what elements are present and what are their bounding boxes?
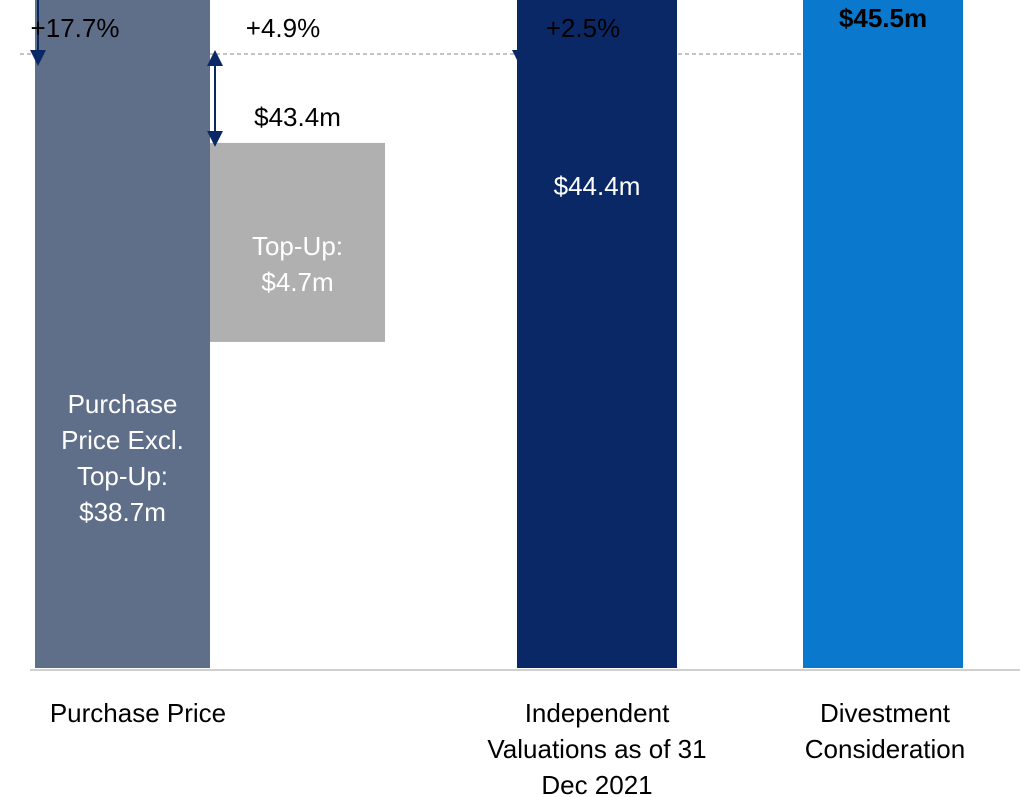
label-text: Divestment Consideration (804, 698, 966, 764)
bar (803, 0, 963, 668)
x-category-label: Purchase Price (13, 695, 263, 731)
change-label: +2.5% (513, 10, 653, 46)
label-text: Top-Up: (251, 231, 344, 261)
change-label: +17.7% (5, 10, 145, 46)
bar (517, 0, 677, 668)
bar-label: Top-Up: $4.7m (215, 228, 380, 300)
label-text: $45.5m (838, 3, 928, 33)
bar-label: Purchase Price Excl. Top-Up: $38.7m (40, 386, 205, 530)
total-label: $43.4m (198, 99, 398, 135)
label-text: Independent Valuations as of 31 Dec 2021 (487, 698, 707, 797)
bar-value-label: $45.5m (783, 0, 983, 36)
label-text: $4.7m (261, 267, 334, 297)
bar (210, 142, 385, 342)
change-label: +4.9% (213, 10, 353, 46)
x-category-label: Independent Valuations as of 31 Dec 2021 (472, 695, 722, 797)
label-text: Purchase Price (49, 698, 227, 728)
bar (35, 0, 210, 669)
label-text: $38.7m (79, 497, 166, 527)
label-text: +4.9% (245, 13, 321, 43)
bar-label: $44.4m (522, 168, 672, 204)
label-text: $44.4m (553, 171, 641, 201)
x-category-label: Divestment Consideration (775, 695, 995, 767)
label-text: +17.7% (30, 13, 120, 43)
label-text: +2.5% (545, 13, 621, 43)
label-text: Purchase Price Excl. Top-Up: (61, 389, 184, 491)
label-text: $43.4m (254, 101, 341, 132)
